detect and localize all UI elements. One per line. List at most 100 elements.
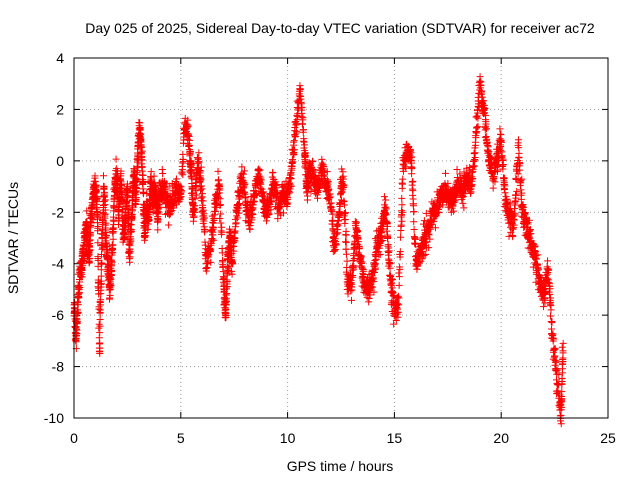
chart-title: Day 025 of 2025, Sidereal Day-to-day VTE… — [85, 20, 595, 36]
data-point — [216, 201, 224, 209]
data-point — [101, 196, 109, 204]
data-point — [198, 190, 206, 198]
y-tick-label: 0 — [56, 153, 64, 169]
x-tick-label: 20 — [493, 430, 509, 446]
data-point — [202, 267, 210, 275]
data-point — [78, 267, 86, 275]
data-point — [85, 259, 93, 267]
x-tick-label: 0 — [70, 430, 78, 446]
data-point — [133, 167, 141, 175]
data-point — [159, 170, 167, 178]
data-point — [97, 279, 105, 287]
y-tick-label: 4 — [56, 50, 64, 66]
data-point — [86, 254, 94, 262]
x-tick-label: 15 — [387, 430, 403, 446]
data-point — [107, 281, 115, 289]
data-point — [94, 212, 102, 220]
data-point — [191, 195, 199, 203]
data-point — [124, 249, 132, 257]
data-point — [214, 167, 222, 175]
data-point — [132, 176, 140, 184]
y-axis-label: SDTVAR / TECUs — [5, 182, 21, 294]
data-point — [147, 168, 155, 176]
data-point — [85, 250, 93, 258]
data-point — [110, 213, 118, 221]
data-point — [216, 195, 224, 203]
data-point — [94, 256, 102, 264]
data-point — [94, 239, 102, 247]
data-point — [100, 172, 108, 180]
series-sdtvar — [70, 73, 567, 428]
x-tick-label: 10 — [280, 430, 296, 446]
data-point — [139, 171, 147, 179]
data-point — [128, 210, 136, 218]
data-point — [94, 224, 102, 232]
data-point — [87, 214, 95, 222]
data-point — [190, 212, 198, 220]
data-point — [79, 256, 87, 264]
data-point — [127, 216, 135, 224]
data-point — [222, 312, 230, 320]
data-point — [217, 210, 225, 218]
data-point — [108, 259, 116, 267]
grid — [74, 58, 608, 418]
data-point — [96, 322, 104, 330]
data-point — [166, 211, 174, 219]
data-point — [89, 216, 97, 224]
y-tick-label: -8 — [52, 359, 65, 375]
data-point — [166, 210, 174, 218]
data-point — [178, 187, 186, 195]
data-point — [207, 258, 215, 266]
data-point — [219, 268, 227, 276]
x-tick-label: 5 — [177, 430, 185, 446]
data-point — [200, 214, 208, 222]
data-point — [186, 136, 194, 144]
data-point — [103, 231, 111, 239]
data-point — [223, 289, 231, 297]
data-point — [179, 171, 187, 179]
data-point — [225, 262, 233, 270]
data-point — [199, 197, 207, 205]
data-point — [191, 202, 199, 210]
data-point — [92, 187, 100, 195]
data-point — [74, 309, 82, 317]
data-point — [217, 219, 225, 227]
data-point — [188, 166, 196, 174]
data-point — [83, 207, 91, 215]
data-point — [106, 294, 114, 302]
data-point — [216, 184, 224, 192]
data-point — [209, 236, 217, 244]
data-point — [89, 202, 97, 210]
data-point — [138, 163, 146, 171]
data-point — [118, 196, 126, 204]
data-point — [109, 225, 117, 233]
data-point — [76, 284, 84, 292]
data-point — [91, 172, 99, 180]
data-point — [133, 175, 141, 183]
data-point — [218, 249, 226, 257]
data-point — [79, 257, 87, 265]
data-point — [101, 206, 109, 214]
data-point — [96, 316, 104, 324]
data-point — [99, 244, 107, 252]
data-point — [128, 203, 136, 211]
data-point — [145, 216, 153, 224]
data-point — [150, 172, 158, 180]
data-point — [185, 142, 193, 150]
data-point — [156, 203, 164, 211]
data-point — [172, 175, 180, 183]
data-point — [195, 149, 203, 157]
data-point — [185, 130, 193, 138]
data-point — [74, 308, 82, 316]
data-point — [206, 248, 214, 256]
data-point — [123, 197, 131, 205]
data-point — [117, 170, 125, 178]
data-point — [228, 267, 236, 275]
data-point — [86, 230, 94, 238]
y-tick-label: 2 — [56, 101, 64, 117]
data-point — [85, 242, 93, 250]
data-point — [142, 232, 150, 240]
data-point — [133, 185, 141, 193]
y-tick-label: -4 — [52, 256, 65, 272]
data-point — [216, 215, 224, 223]
